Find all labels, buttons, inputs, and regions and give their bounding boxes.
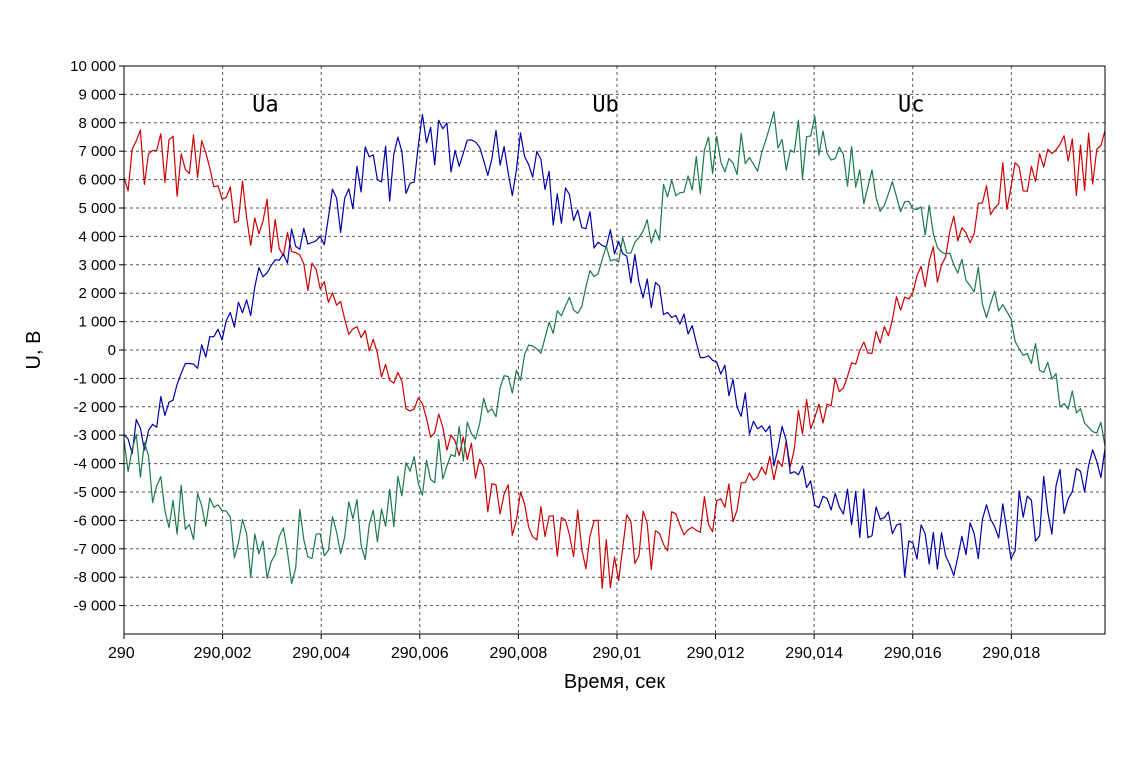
y-tick-label: -4 000 xyxy=(73,456,116,473)
x-tick-label: 290,004 xyxy=(292,645,350,662)
x-tick-label: 290,014 xyxy=(785,645,843,662)
series-line-ub xyxy=(123,113,1106,578)
x-tick-label: 290,012 xyxy=(687,645,745,662)
y-tick-label: -2 000 xyxy=(73,399,116,416)
y-tick-labels: 10 000 9 000 8 000 7 000 6 000 5 000 4 000 3 00… xyxy=(70,58,124,615)
y-tick-label: 8 000 xyxy=(78,115,116,132)
series-layer xyxy=(123,111,1106,589)
y-axis-title: U, В xyxy=(23,331,45,370)
series-label-ub: Ub xyxy=(592,92,619,117)
x-tick-label: 290,018 xyxy=(982,645,1040,662)
y-tick-label: 7 000 xyxy=(78,143,116,160)
plot-frame xyxy=(123,65,1106,635)
y-tick-label: 0 xyxy=(108,342,116,359)
x-tick-label: 290,01 xyxy=(592,645,641,662)
y-tick-label: -7 000 xyxy=(73,541,116,558)
grid xyxy=(124,66,1105,634)
y-tick-label: 9 000 xyxy=(78,86,116,103)
y-tick-label: -6 000 xyxy=(73,512,116,529)
y-tick-label: -3 000 xyxy=(73,427,116,444)
y-tick-label: -9 000 xyxy=(73,598,116,615)
series-label-uc: Uc xyxy=(898,92,925,117)
x-tick-label: 290,016 xyxy=(884,645,942,662)
y-tick-label: 5 000 xyxy=(78,200,116,217)
y-tick-label: 4 000 xyxy=(78,228,116,245)
x-tick-label: 290,006 xyxy=(391,645,449,662)
y-tick-label: 1 000 xyxy=(78,314,116,331)
series-label-ua: Ua xyxy=(252,92,278,117)
series-labels: Ua Ub Uc xyxy=(252,92,924,117)
series-line-ua xyxy=(123,129,1106,589)
y-tick-label: -5 000 xyxy=(73,484,116,501)
x-tick-label: 290,002 xyxy=(194,645,252,662)
y-tick-label: 3 000 xyxy=(78,257,116,274)
x-axis-title: Время, сек xyxy=(564,671,665,693)
y-tick-label: 6 000 xyxy=(78,172,116,189)
y-tick-label: 2 000 xyxy=(78,285,116,302)
x-tick-label: 290 xyxy=(108,645,135,662)
x-tick-labels: 290 290,002 290,004 290,006 290,008 290,01 290… xyxy=(108,634,1040,662)
y-tick-label: -1 000 xyxy=(73,370,116,387)
y-tick-label: 10 000 xyxy=(70,58,116,75)
y-tick-label: -8 000 xyxy=(73,569,116,586)
x-tick-label: 290,008 xyxy=(489,645,547,662)
series-line-uc xyxy=(123,111,1106,585)
